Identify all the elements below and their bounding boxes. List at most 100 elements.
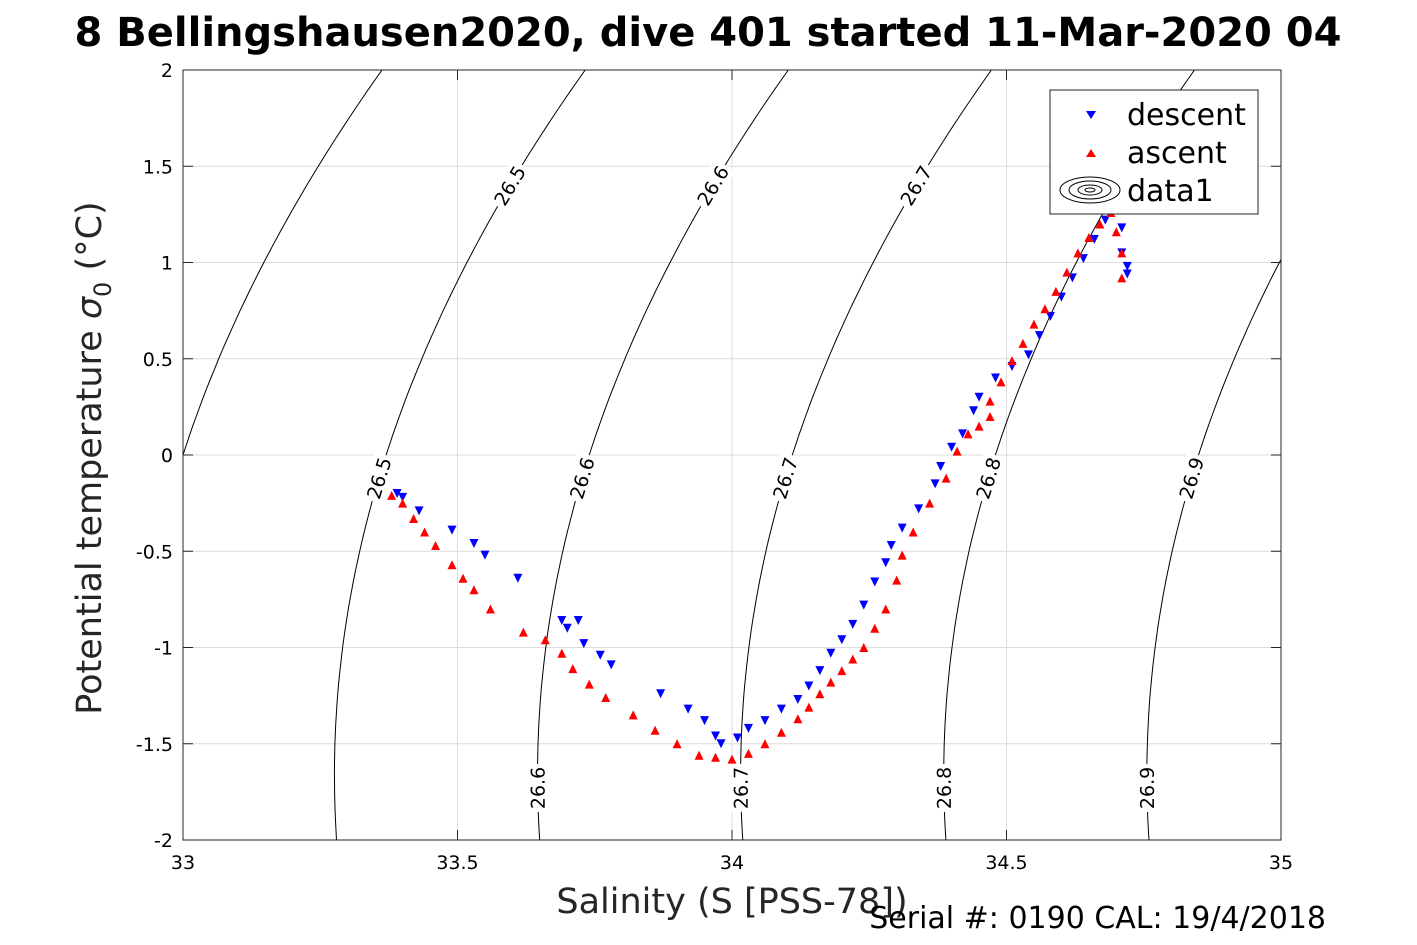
isopycnal-label-bg <box>487 158 533 213</box>
ascent-point <box>985 396 995 406</box>
descent-point <box>562 623 572 633</box>
ascent-point <box>431 540 441 550</box>
ascent-point <box>1117 273 1127 283</box>
descent-point <box>991 373 1001 383</box>
ascent-point <box>409 514 419 524</box>
ascent-point <box>908 527 918 537</box>
ascent-point <box>387 490 397 500</box>
descent-point <box>513 573 523 583</box>
ascent-point <box>1117 248 1127 258</box>
ascent-point <box>963 429 973 439</box>
ascent-point <box>1073 248 1083 258</box>
descent-point <box>897 523 907 533</box>
isopycnal-label-bg <box>766 451 804 505</box>
descent-point <box>579 639 589 649</box>
y-tick-label: -1 <box>154 638 173 660</box>
y-tick-label: 2 <box>161 60 173 82</box>
descent-point <box>881 558 891 568</box>
ascent-point <box>897 550 907 560</box>
y-axis-label-unit: (°C) <box>70 201 110 281</box>
y-axis-label: Potential temperature σ0 (°C) <box>70 201 117 714</box>
ascent-point <box>628 710 638 720</box>
x-tick-label: 33 <box>171 852 195 874</box>
y-tick-label: -1.5 <box>136 734 173 756</box>
descent-point <box>469 539 479 549</box>
ascent-point <box>1095 219 1105 229</box>
ascent-point <box>420 527 430 537</box>
descent-point <box>837 635 847 645</box>
descent-point <box>1122 269 1132 279</box>
ascent-point <box>1018 338 1028 348</box>
ascent-point <box>925 498 935 508</box>
x-tick-label: 34.5 <box>985 852 1027 874</box>
y-axis-label-main: Potential temperature <box>70 319 110 715</box>
ascent-point <box>952 446 962 456</box>
isopycnal-label: 26.7 <box>731 767 753 809</box>
descent-point <box>1122 261 1132 271</box>
legend-contour-label: data1 <box>1127 174 1214 209</box>
descent-point <box>743 723 753 733</box>
ascent-point <box>568 664 578 674</box>
y-tick-label: 1.5 <box>143 156 173 178</box>
descent-point <box>683 704 693 714</box>
ascent-point <box>985 412 995 421</box>
isopycnal-label-bg <box>969 451 1007 505</box>
y-tick-label: 0.5 <box>143 349 173 371</box>
ascent-point <box>1062 267 1072 277</box>
ascent-point <box>1040 304 1050 314</box>
descent-point <box>947 442 957 452</box>
ascent-point <box>447 560 457 570</box>
isopycnal-label-bg <box>1172 451 1210 505</box>
descent-point <box>1023 350 1033 360</box>
descent-point <box>414 506 424 516</box>
y-tick-label: 1 <box>161 253 173 275</box>
descent-point <box>1089 234 1099 244</box>
ascent-point <box>848 654 858 664</box>
descent-point <box>914 504 924 514</box>
ascent-point <box>826 677 836 687</box>
legend-descent-label: descent <box>1127 98 1246 133</box>
ascent-point <box>776 727 786 737</box>
legend-descent-marker <box>1086 111 1096 119</box>
axis-ticks: 33 33.5 34 34.5 35 -2 -1.5 -1 -0.5 0 0.5 1 1.5 2 <box>136 60 1293 874</box>
ascent-point <box>859 643 869 652</box>
ascent-point <box>815 689 825 699</box>
ascent-point <box>601 693 611 703</box>
descent-point <box>711 731 721 741</box>
isopycnal-label: 26.8 <box>934 767 956 809</box>
ascent-point <box>870 623 880 633</box>
isopycnal-line <box>1146 258 1281 840</box>
ascent-point <box>1111 227 1121 237</box>
isopycnal-label-bg <box>563 451 601 505</box>
ascent-point <box>743 748 753 758</box>
legend: descent ascent data1 <box>1049 89 1259 215</box>
isopycnal-label-bg <box>728 763 753 813</box>
descent-point <box>815 666 825 676</box>
isopycnal-label-bg <box>931 763 956 813</box>
ascent-point <box>485 604 495 614</box>
ascent-point <box>557 648 567 658</box>
descent-point <box>826 648 836 658</box>
ascent-point <box>996 377 1006 387</box>
isopycnal-label: 26.9 <box>1137 767 1159 809</box>
descent-point <box>392 489 402 498</box>
y-tick-label: -0.5 <box>136 541 173 563</box>
isopycnal-label-bg <box>690 158 736 213</box>
ascent-point <box>469 585 479 595</box>
descent-point <box>447 525 457 535</box>
x-tick-label: 35 <box>1269 852 1293 874</box>
isopycnal-label-bg <box>1134 763 1160 812</box>
legend-ascent-label: ascent <box>1127 136 1227 171</box>
descent-point <box>716 739 726 749</box>
descent-point <box>732 733 742 743</box>
descent-point <box>936 462 946 472</box>
descent-point <box>557 616 567 626</box>
y-tick-label: 0 <box>161 445 173 467</box>
descent-point <box>776 704 786 714</box>
legend-ascent-marker <box>1086 149 1096 157</box>
isopycnal-label-bg <box>360 451 398 505</box>
descent-point <box>1117 223 1127 233</box>
descent-point <box>480 550 490 560</box>
descent-point <box>930 479 940 489</box>
ascent-point <box>727 754 737 764</box>
